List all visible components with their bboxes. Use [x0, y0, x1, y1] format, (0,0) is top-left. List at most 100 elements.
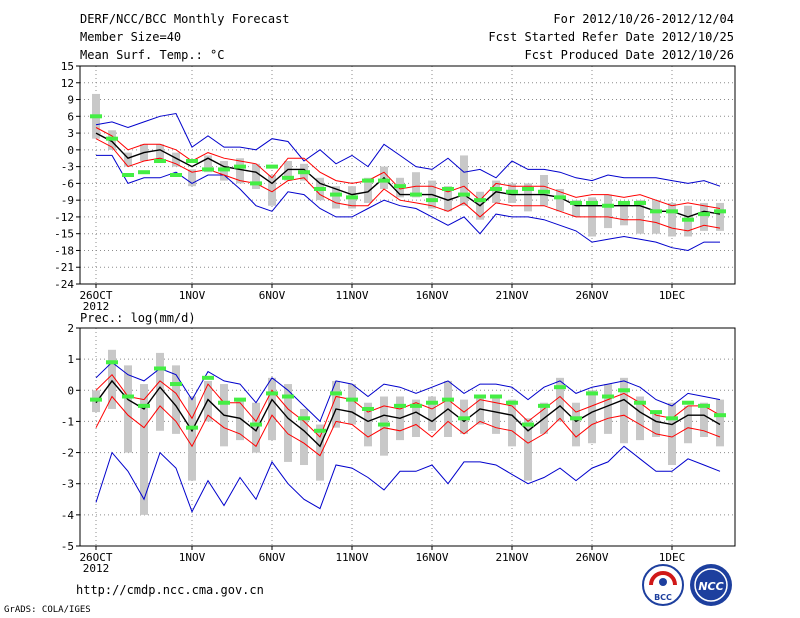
prec-spread-box: [620, 377, 628, 444]
prec-observed-marker: [602, 394, 614, 399]
prec-xtick-label: 1DEC: [659, 551, 686, 564]
prec-spread-box: [668, 402, 676, 466]
prec-spread-box: [140, 384, 148, 515]
prec-plot-frame: [79, 327, 736, 547]
forecast-period-label: For 2012/10/26-2012/12/04: [553, 12, 734, 26]
prec-max-line: [95, 361, 721, 423]
temp-ytick-label: -15: [54, 228, 74, 241]
prec-spread-box: [556, 377, 564, 422]
prec-spread-box: [348, 384, 356, 425]
prec-spread-box: [636, 396, 644, 441]
temp-observed-marker: [570, 200, 582, 205]
temp-spread-box: [156, 144, 164, 162]
temp-observed-marker: [122, 173, 134, 177]
temp-xtick-label: 1NOV: [179, 289, 206, 302]
prec-spread-box: [588, 390, 596, 444]
prec-spread-box: [508, 399, 516, 447]
prec-upper-line: [95, 373, 721, 438]
temp-ytick-label: 15: [61, 60, 74, 73]
temp-spread-box: [332, 186, 340, 209]
prec-lower-line: [95, 395, 721, 457]
figure-title: DERF/NCC/BCC Monthly Forecast: [80, 12, 290, 26]
temp-observed-marker: [458, 192, 470, 197]
temp-observed-marker: [538, 189, 550, 194]
prec-ytick-label: 2: [67, 322, 74, 335]
prec-observed-marker: [202, 375, 214, 380]
ncc-logo: NCC: [690, 564, 732, 606]
temp-spread-box: [668, 202, 676, 237]
temp-observed-marker: [666, 209, 678, 214]
temp-xtick-label: 26NOV: [575, 289, 608, 302]
temp-ytick-label: -18: [54, 244, 74, 257]
prec-xtick-label: 21NOV: [495, 551, 528, 564]
temp-observed-marker: [266, 164, 278, 169]
precip-panel-title: Prec.: log(mm/d): [80, 311, 196, 325]
temp-ytick-label: -21: [54, 261, 74, 274]
prec-ytick-label: 0: [67, 384, 74, 397]
temp-ytick-label: -24: [54, 278, 74, 291]
temp-ytick-label: -12: [54, 211, 74, 224]
temp-lower-line: [95, 138, 721, 232]
prec-spread-box: [124, 365, 132, 453]
temp-spread-box: [700, 202, 708, 231]
temp-spread-box: [652, 200, 660, 234]
prec-xtick-label: 1NOV: [179, 551, 206, 564]
temp-ytick-label: 0: [67, 144, 74, 157]
temp-observed-marker: [90, 114, 102, 119]
temp-observed-marker: [170, 173, 182, 177]
prec-observed-marker: [410, 403, 422, 408]
prec-observed-marker: [346, 397, 358, 402]
grads-credit: GrADS: COLA/IGES: [4, 605, 91, 615]
prec-observed-marker: [106, 360, 118, 365]
temp-observed-marker: [346, 195, 358, 200]
temp-observed-marker: [298, 170, 310, 175]
temp-spread-box: [620, 202, 628, 226]
prec-spread-box: [332, 380, 340, 428]
prec-observed-marker: [378, 422, 390, 427]
prec-observed-marker: [538, 403, 550, 408]
prec-observed-marker: [554, 385, 566, 390]
prec-spread-box: [524, 418, 532, 481]
prec-observed-marker: [650, 410, 662, 415]
prec-observed-marker: [618, 388, 630, 393]
started-date-label: Fcst Started Refer Date 2012/10/25: [488, 30, 734, 44]
prec-observed-marker: [394, 403, 406, 408]
member-size-label: Member Size=40: [80, 30, 181, 44]
temp-observed-marker: [682, 217, 694, 222]
temp-observed-marker: [442, 186, 454, 191]
temp-spread-box: [636, 200, 644, 234]
temp-observed-marker: [138, 170, 150, 175]
temp-observed-marker: [474, 198, 486, 203]
prec-spread-box: [268, 377, 276, 441]
temp-plot-frame: [79, 65, 736, 285]
prec-observed-marker: [122, 394, 134, 399]
prec-spread-box: [652, 412, 660, 437]
temp-observed-marker: [586, 200, 598, 205]
prec-xtick-label: 16NOV: [415, 551, 448, 564]
bcc-logo-text: BCC: [654, 593, 672, 602]
temp-observed-marker: [426, 198, 438, 203]
temp-observed-marker: [154, 159, 166, 164]
temp-spread-box: [204, 155, 212, 173]
temp-xtick-label: 6NOV: [259, 289, 286, 302]
prec-mean-line: [95, 379, 721, 448]
produced-date-label: Fcst Produced Date 2012/10/26: [524, 48, 734, 62]
prec-observed-marker: [234, 397, 246, 402]
temp-observed-marker: [250, 181, 262, 186]
temp-ytick-label: 3: [67, 127, 74, 140]
prec-ytick-label: -1: [61, 415, 74, 428]
temp-observed-marker: [602, 203, 614, 208]
temp-xtick-label: 21NOV: [495, 289, 528, 302]
temp-spread-box: [572, 200, 580, 217]
temp-observed-marker: [186, 159, 198, 164]
prec-observed-marker: [522, 422, 534, 427]
prec-ytick-label: 1: [67, 353, 74, 366]
temp-observed-marker: [330, 192, 342, 197]
temp-xtick-label: 1DEC: [659, 289, 686, 302]
prec-spread-box: [604, 384, 612, 434]
temp-spread-box: [364, 177, 372, 203]
ncc-logo-ring: [694, 568, 728, 602]
prec-spread-box: [252, 402, 260, 453]
prec-observed-marker: [490, 394, 502, 399]
